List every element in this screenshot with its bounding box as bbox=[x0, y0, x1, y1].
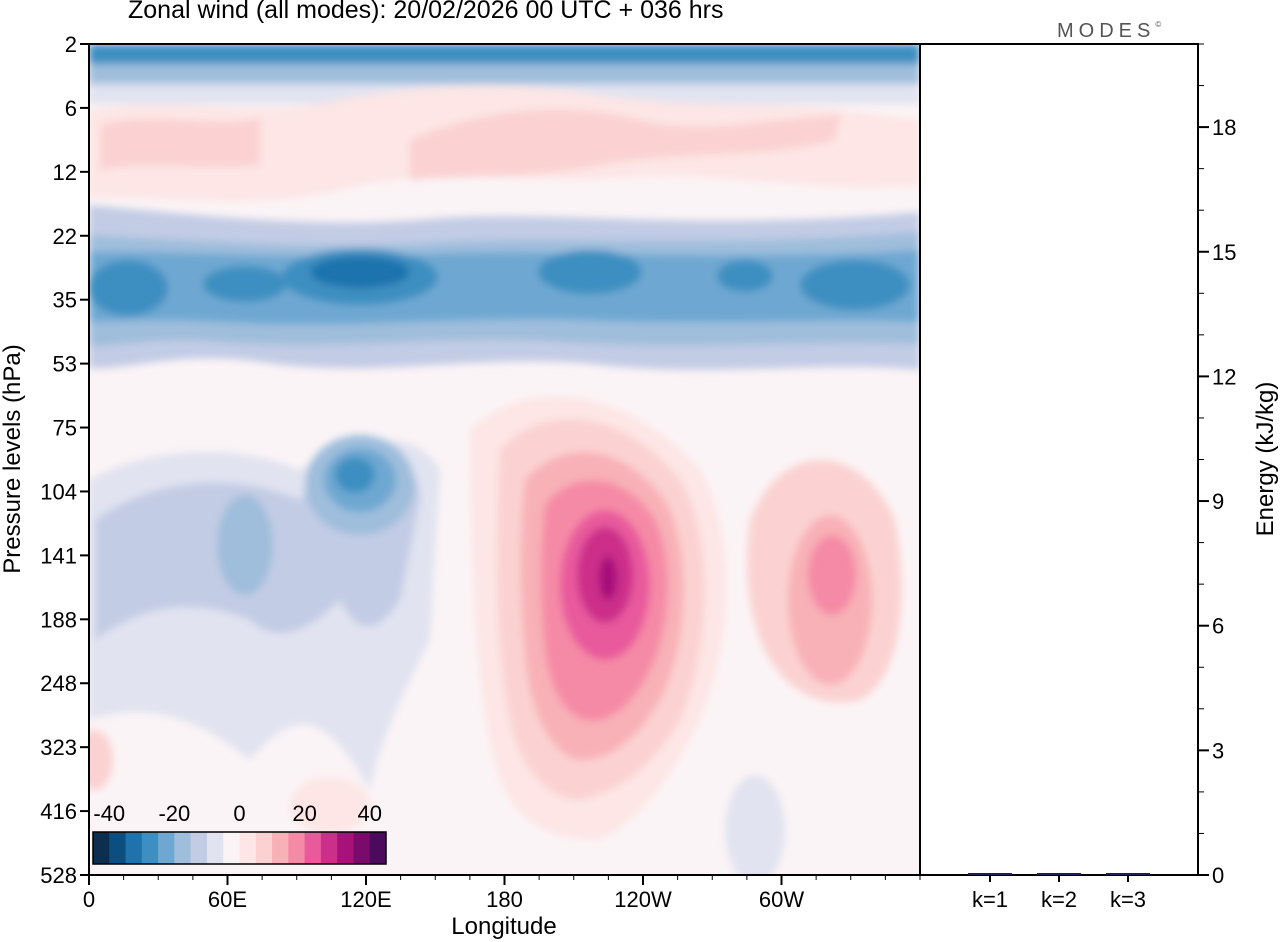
longitude-axis: 0 60E 120E 180 120W 60W bbox=[83, 875, 921, 912]
colorbar-swatch bbox=[93, 832, 110, 864]
energy-category-label: k=3 bbox=[1110, 887, 1146, 912]
energy-bar bbox=[1106, 873, 1150, 875]
colorbar-tick-label: 0 bbox=[233, 801, 245, 826]
energy-bar bbox=[1037, 873, 1081, 875]
x-tick-label: 180 bbox=[486, 887, 523, 912]
y-tick-label: 35 bbox=[53, 288, 77, 313]
y-tick-label: 12 bbox=[53, 160, 77, 185]
y-tick-label: 75 bbox=[53, 416, 77, 441]
field-surface-patch-2 bbox=[290, 777, 370, 833]
field-top-core bbox=[89, 44, 920, 64]
field-easterly-trop-core-2c bbox=[335, 457, 375, 493]
colorbar-swatch bbox=[223, 832, 240, 864]
colorbar-frame bbox=[92, 831, 387, 865]
field-jet-core bbox=[599, 556, 617, 600]
colorbar-swatch bbox=[320, 832, 338, 864]
energy-plot-frame bbox=[919, 43, 1199, 876]
energy-category-label: k=2 bbox=[1041, 887, 1077, 912]
y-tick-label: 528 bbox=[40, 863, 77, 888]
colorbar-swatch bbox=[369, 832, 387, 864]
x-tick-label: 60W bbox=[759, 887, 804, 912]
wind-field bbox=[89, 44, 920, 875]
energy-category-axis: k=1 k=2 k=3 bbox=[972, 875, 1146, 912]
colorbar-swatch bbox=[174, 832, 192, 864]
field-easterly-core-1 bbox=[89, 260, 168, 316]
modes-logo: MODES© bbox=[1057, 20, 1161, 43]
heatmap-plot bbox=[88, 43, 921, 876]
colorbar-swatch bbox=[239, 832, 257, 864]
colorbar: -40 -20 0 20 40 bbox=[92, 801, 387, 865]
energy-bars bbox=[968, 873, 1150, 875]
x-tick-label: 120W bbox=[614, 887, 672, 912]
pressure-axis-label: Pressure levels (hPa) bbox=[0, 344, 26, 573]
field-westerly-patch-2 bbox=[410, 109, 840, 180]
y-tick-label: 2 bbox=[65, 32, 77, 57]
field-easterly-core-6 bbox=[800, 260, 910, 310]
x-tick-label: 120E bbox=[340, 887, 391, 912]
field-easterly-core-5 bbox=[717, 260, 773, 292]
field-westerly-patch-1 bbox=[100, 118, 260, 170]
colorbar-swatch bbox=[255, 832, 273, 864]
energy-tick-label: 3 bbox=[1212, 738, 1224, 763]
y-tick-label: 188 bbox=[40, 607, 77, 632]
y-tick-label: 6 bbox=[65, 96, 77, 121]
energy-axis-label: Energy (kJ/kg) bbox=[1252, 382, 1279, 537]
field-surface-patch-1 bbox=[725, 775, 785, 875]
energy-tick-label: 9 bbox=[1212, 489, 1224, 514]
x-tick-label: 0 bbox=[83, 887, 95, 912]
y-tick-label: 104 bbox=[40, 479, 77, 504]
energy-tick-label: 15 bbox=[1212, 240, 1236, 265]
energy-tick-label: 12 bbox=[1212, 364, 1236, 389]
colorbar-swatch bbox=[125, 832, 143, 864]
colorbar-swatch bbox=[353, 832, 371, 864]
energy-tick-label: 0 bbox=[1212, 863, 1224, 888]
energy-category-label: k=1 bbox=[972, 887, 1008, 912]
colorbar-swatch bbox=[206, 832, 224, 864]
x-tick-label: 60E bbox=[208, 887, 247, 912]
y-tick-label: 22 bbox=[53, 224, 77, 249]
y-tick-label: 416 bbox=[40, 799, 77, 824]
colorbar-swatch bbox=[109, 832, 127, 864]
colorbar-swatch bbox=[337, 832, 354, 864]
field-easterly-trop-core-1 bbox=[217, 495, 273, 595]
brand-text: MODES bbox=[1057, 20, 1156, 42]
pressure-axis: 2 6 12 22 35 53 75 104 141 188 248 323 416 528 bbox=[40, 32, 89, 888]
chart-title: Zonal wind (all modes): 20/02/2026 00 UT… bbox=[128, 0, 724, 24]
colorbar-swatch bbox=[272, 832, 289, 864]
colorbar-swatch bbox=[141, 832, 159, 864]
y-tick-label: 323 bbox=[40, 735, 77, 760]
colorbar-tick-label: -40 bbox=[93, 801, 125, 826]
brand-mark: © bbox=[1155, 20, 1162, 29]
colorbar-swatch bbox=[304, 832, 322, 864]
energy-tick-label: 18 bbox=[1212, 115, 1236, 140]
colorbar-swatch bbox=[190, 832, 208, 864]
field-easterly-core-4 bbox=[538, 250, 642, 294]
longitude-axis-label: Longitude bbox=[451, 913, 556, 940]
energy-axis: 0 3 6 9 12 15 18 bbox=[1198, 43, 1236, 888]
colorbar-tick-label: 40 bbox=[357, 801, 381, 826]
energy-bar bbox=[968, 873, 1012, 875]
y-tick-label: 141 bbox=[40, 543, 77, 568]
energy-bar-chart: k=1 k=2 k=3 0 3 6 9 12 15 18 bbox=[919, 43, 1236, 912]
field-easterly-core-2 bbox=[203, 266, 287, 302]
field-easterly-core-3b bbox=[310, 256, 410, 288]
y-tick-label: 53 bbox=[53, 352, 77, 377]
colorbar-tick-label: -20 bbox=[158, 801, 190, 826]
colorbar-swatch bbox=[288, 832, 306, 864]
colorbar-swatch bbox=[158, 832, 175, 864]
colorbar-tick-label: 20 bbox=[292, 801, 316, 826]
field-surface-patch-3 bbox=[89, 730, 113, 790]
energy-tick-label: 6 bbox=[1212, 614, 1224, 639]
field-jet2-core bbox=[808, 535, 856, 615]
y-tick-label: 248 bbox=[40, 671, 77, 696]
